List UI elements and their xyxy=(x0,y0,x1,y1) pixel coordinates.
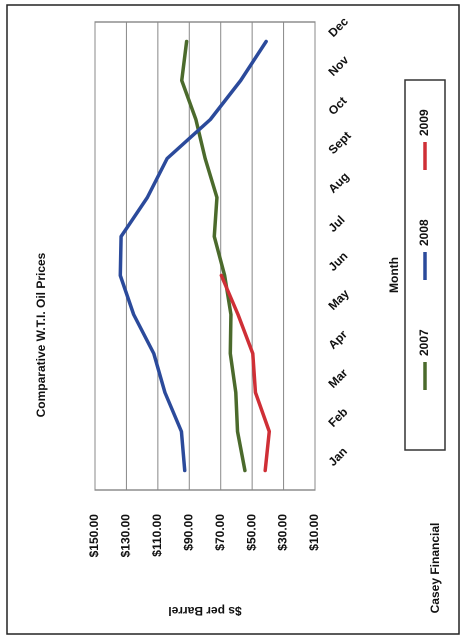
outer-border xyxy=(6,4,460,635)
y-tick-label: $10.00 xyxy=(307,514,321,551)
x-tick-label: Sept xyxy=(325,129,353,157)
legend-label: 2008 xyxy=(417,219,431,246)
source-note: Casey Financial xyxy=(428,523,442,614)
x-tick-label: Jun xyxy=(325,249,350,274)
rotated-chart: Comparative W.T.I. Oil Prices Month $s p… xyxy=(34,14,446,618)
legend-label: 2007 xyxy=(417,329,431,356)
x-tick-label: Feb xyxy=(325,405,350,430)
series-line xyxy=(118,39,268,473)
y-tick-label: $30.00 xyxy=(276,514,290,551)
series-line xyxy=(179,39,247,473)
y-tick-label: $70.00 xyxy=(213,514,227,551)
x-tick-label: Dec xyxy=(325,14,351,40)
y-tick-label: $130.00 xyxy=(119,514,133,558)
y-tick-label: $150.00 xyxy=(87,514,101,558)
x-axis-title: Month xyxy=(387,257,401,293)
y-tick-label: $90.00 xyxy=(181,514,195,551)
chart-title: Comparative W.T.I. Oil Prices xyxy=(34,252,48,417)
x-tick-label: Jul xyxy=(325,213,347,235)
legend-label: 2009 xyxy=(417,109,431,136)
x-tick-label: Oct xyxy=(325,94,349,118)
series-line xyxy=(219,273,272,473)
x-tick-label: Apr xyxy=(325,327,350,352)
plot-area xyxy=(94,21,316,491)
x-tick-label: Nov xyxy=(325,53,351,79)
y-tick-label: $50.00 xyxy=(244,514,258,551)
x-tick-label: Mar xyxy=(325,366,350,391)
y-tick-label: $110.00 xyxy=(150,514,164,557)
x-tick-label: Jan xyxy=(325,444,350,469)
x-tick-label: Aug xyxy=(325,169,351,195)
x-tick-label: May xyxy=(325,286,352,313)
y-axis-title: $s per Barrel xyxy=(168,604,241,618)
